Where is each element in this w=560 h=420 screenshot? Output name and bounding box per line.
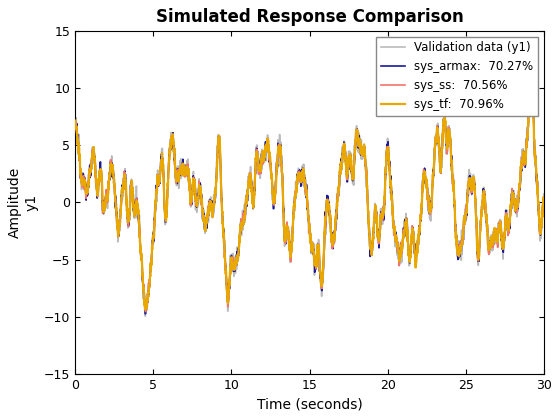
Line: sys_ss:  70.56%: sys_ss: 70.56% — [76, 68, 544, 312]
sys_ss:  70.56%: (12.8, 1.31): 70.56%: (12.8, 1.31) — [272, 185, 279, 190]
Validation data (y1) — [72, 126, 79, 131]
sys_armax:  70.27%: (0, 6.8): 70.27%: (0, 6.8) — [72, 122, 79, 127]
sys_tf:  70.96%: (3.42, -1.47): 70.96%: (3.42, -1.47) — [125, 217, 132, 222]
sys_ss:  70.56%: (11.5, 2.32): 70.56%: (11.5, 2.32) — [252, 173, 259, 178]
Validation data (y1) — [125, 224, 132, 229]
sys_ss:  70.56%: (0, 6.84): 70.56%: (0, 6.84) — [72, 121, 79, 126]
sys_tf:  70.96%: (26.2, 0.282): 70.96%: (26.2, 0.282) — [481, 197, 488, 202]
Validation data (y1) — [528, 66, 534, 71]
sys_ss:  70.56%: (26.2, 0.566): 70.56%: (26.2, 0.566) — [481, 194, 488, 199]
Y-axis label: Amplitude
y1: Amplitude y1 — [8, 167, 39, 238]
sys_armax:  70.27%: (12.8, 1.03): 70.27%: (12.8, 1.03) — [272, 188, 279, 193]
sys_armax:  70.27%: (11.5, 2.35): 70.27%: (11.5, 2.35) — [252, 173, 259, 178]
sys_tf:  70.96%: (5.21, 0.849): 70.96%: (5.21, 0.849) — [153, 190, 160, 195]
Legend: Validation data (y1), sys_armax:  70.27%, sys_ss:  70.56%, sys_tf:  70.96%: Validation data (y1), sys_armax: 70.27%,… — [376, 37, 538, 116]
sys_tf:  70.96%: (0, 7.15): 70.96%: (0, 7.15) — [72, 118, 79, 123]
Validation data (y1) — [540, 192, 547, 197]
sys_armax:  70.27%: (26.2, 0.427): 70.27%: (26.2, 0.427) — [481, 195, 488, 200]
sys_armax:  70.27%: (29.2, 11.4): 70.27%: (29.2, 11.4) — [528, 69, 534, 74]
sys_ss:  70.56%: (3.42, -1.4): 70.56%: (3.42, -1.4) — [125, 216, 132, 221]
sys_armax:  70.27%: (29.4, 4.49): 70.27%: (29.4, 4.49) — [531, 149, 538, 154]
sys_armax:  70.27%: (4.49, -9.73): 70.27%: (4.49, -9.73) — [142, 311, 149, 316]
sys_tf:  70.96%: (29.2, 11.5): 70.96%: (29.2, 11.5) — [529, 68, 535, 73]
sys_ss:  70.56%: (29.2, 11.8): 70.56%: (29.2, 11.8) — [528, 65, 535, 70]
sys_tf:  70.96%: (4.47, -9.35): 70.96%: (4.47, -9.35) — [142, 307, 148, 312]
sys_ss:  70.56%: (29.4, 4.7): 70.56%: (29.4, 4.7) — [531, 146, 538, 151]
Validation data (y1) — [153, 200, 160, 205]
sys_ss:  70.56%: (5.21, 1.17): 70.56%: (5.21, 1.17) — [153, 186, 160, 192]
sys_ss:  70.56%: (4.5, -9.53): 70.56%: (4.5, -9.53) — [142, 309, 149, 314]
sys_tf:  70.96%: (29.4, 4.09): 70.96%: (29.4, 4.09) — [531, 153, 538, 158]
Validation data (y1) — [272, 188, 279, 193]
Validation data (y1) — [252, 165, 259, 170]
sys_tf:  70.96%: (12.8, 1.1): 70.96%: (12.8, 1.1) — [272, 187, 279, 192]
sys_tf:  70.96%: (30, 0.00939): 70.96%: (30, 0.00939) — [540, 200, 547, 205]
sys_armax:  70.27%: (3.42, -1.91): 70.27%: (3.42, -1.91) — [125, 222, 132, 227]
sys_armax:  70.27%: (30, 0.45): 70.27%: (30, 0.45) — [540, 195, 547, 200]
Line: Validation data (y1): Validation data (y1) — [76, 68, 544, 316]
Line: sys_armax:  70.27%: sys_armax: 70.27% — [76, 72, 544, 314]
sys_tf:  70.96%: (11.5, 2.26): 70.96%: (11.5, 2.26) — [252, 174, 259, 179]
Line: sys_tf:  70.96%: sys_tf: 70.96% — [76, 71, 544, 310]
Validation data (y1) — [142, 314, 148, 319]
sys_armax:  70.27%: (5.21, 0.967): 70.27%: (5.21, 0.967) — [153, 189, 160, 194]
Title: Simulated Response Comparison: Simulated Response Comparison — [156, 8, 464, 26]
Validation data (y1) — [481, 195, 488, 200]
Validation data (y1) — [531, 161, 538, 166]
sys_ss:  70.56%: (30, 0.189): 70.56%: (30, 0.189) — [540, 198, 547, 203]
X-axis label: Time (seconds): Time (seconds) — [256, 398, 362, 412]
